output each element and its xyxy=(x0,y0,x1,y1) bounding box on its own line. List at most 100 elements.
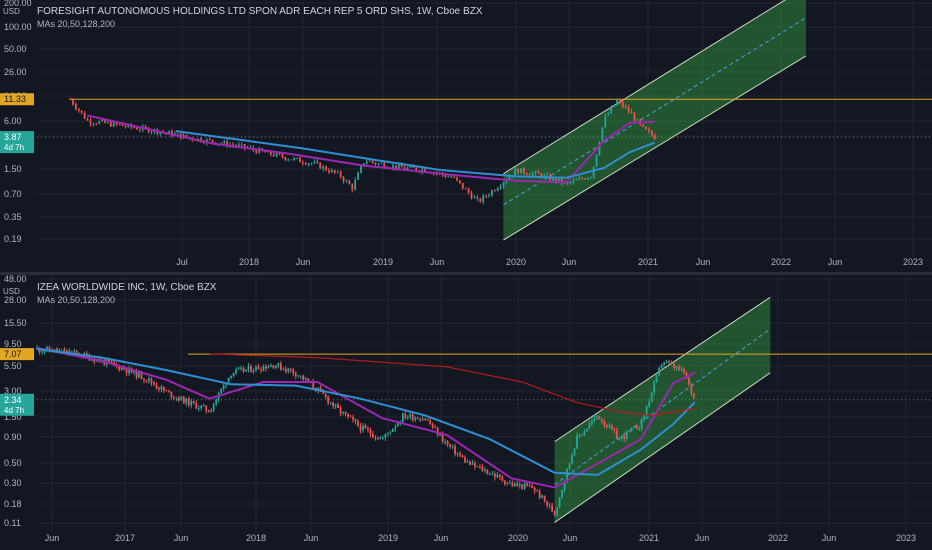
x-tick-label: 2021 xyxy=(639,533,659,543)
candle-body xyxy=(461,455,464,458)
candle-body xyxy=(517,168,519,174)
pane-divider[interactable] xyxy=(0,272,932,275)
candle-body xyxy=(316,161,319,163)
candle-body xyxy=(145,380,148,382)
candle-body xyxy=(357,421,359,426)
candle-body xyxy=(453,177,455,179)
candle-body xyxy=(693,393,695,398)
candle-body xyxy=(538,490,541,498)
x-tick-label: Jun xyxy=(430,257,445,267)
x-tick-label: Jun xyxy=(304,533,319,543)
candle-body xyxy=(298,157,301,163)
candle-body xyxy=(339,407,342,414)
candle-body xyxy=(546,501,549,506)
candle-body xyxy=(240,367,242,369)
y-tick-label: 0.70 xyxy=(4,189,22,199)
candle-body xyxy=(496,474,499,478)
candle-body xyxy=(177,397,180,401)
candle-body xyxy=(325,166,327,171)
candle-body xyxy=(499,186,502,189)
candle-body xyxy=(516,483,519,486)
ma-blue-line xyxy=(175,130,656,179)
candle-body xyxy=(367,428,369,430)
price-badge-value: 3.87 xyxy=(4,132,22,142)
candle-body xyxy=(85,353,88,356)
candle-body xyxy=(572,180,575,183)
candle-body xyxy=(598,142,601,155)
candle-body xyxy=(265,366,267,369)
candle-body xyxy=(476,466,479,468)
x-tick-label: 2022 xyxy=(768,533,788,543)
candle-body xyxy=(444,174,447,177)
x-tick-label: Jun xyxy=(563,533,578,543)
candle-body xyxy=(426,419,429,421)
candle-body xyxy=(414,417,417,420)
candle-body xyxy=(368,160,371,162)
candle-body xyxy=(282,368,285,370)
candle-body xyxy=(182,396,185,404)
y-tick-label: 26.00 xyxy=(4,67,27,77)
candle-body xyxy=(175,397,178,399)
candle-body xyxy=(121,124,124,127)
candle-body xyxy=(287,159,290,161)
candle-body xyxy=(140,372,143,379)
candle-body xyxy=(359,425,362,431)
candle-body xyxy=(552,177,554,181)
candle-body xyxy=(92,123,95,125)
candle-body xyxy=(551,505,554,512)
candle-body xyxy=(486,469,489,475)
candle-body xyxy=(269,150,272,155)
candle-body xyxy=(163,386,165,391)
candle-body xyxy=(493,473,496,478)
candle-body xyxy=(197,408,200,409)
candle-body xyxy=(610,425,613,430)
candle-body xyxy=(488,473,491,475)
ma-purple-line xyxy=(36,347,696,489)
candle-body xyxy=(293,158,295,160)
candle-body xyxy=(501,476,504,481)
candle-body xyxy=(58,350,61,352)
chart-title-2: IZEA WORLDWIDE INC, 1W, Cboe BZX xyxy=(37,282,217,293)
candle-body xyxy=(334,404,337,407)
candle-body xyxy=(237,368,240,370)
candle-body xyxy=(227,377,230,385)
candle-body xyxy=(202,405,205,407)
candle-body xyxy=(135,369,138,378)
candle-body xyxy=(581,177,583,179)
channel-upper-line xyxy=(554,296,771,443)
candle-body xyxy=(456,177,458,181)
candle-body xyxy=(364,425,367,429)
chart-title-1: FORESIGHT AUTONOMOUS HOLDINGS LTD SPON A… xyxy=(37,6,483,17)
candle-body xyxy=(192,401,195,403)
candle-body xyxy=(48,347,51,351)
candle-body xyxy=(409,166,412,168)
candle-body xyxy=(83,112,86,119)
candle-body xyxy=(139,129,141,131)
y-tick-label: 0.11 xyxy=(4,518,21,528)
candle-body xyxy=(267,366,270,369)
candle-body xyxy=(243,144,246,148)
candle-body xyxy=(595,154,598,167)
y-axis-area xyxy=(0,0,35,261)
candle-body xyxy=(484,469,486,471)
candle-body xyxy=(653,382,656,393)
candle-body xyxy=(521,484,524,489)
candle-body xyxy=(479,466,481,468)
candle-body xyxy=(332,402,335,407)
candle-body xyxy=(633,425,636,428)
candle-body xyxy=(360,166,362,173)
candle-body xyxy=(400,164,403,168)
candle-body xyxy=(98,121,101,124)
candle-body xyxy=(95,123,98,125)
candle-body xyxy=(159,131,162,134)
candle-body xyxy=(272,365,275,368)
regression-channel xyxy=(554,297,771,523)
candle-body xyxy=(75,104,77,109)
candle-body xyxy=(396,422,399,427)
candle-body xyxy=(257,366,260,370)
x-tick-label: Jun xyxy=(696,257,711,267)
candle-body xyxy=(554,177,557,182)
candle-body xyxy=(412,166,415,168)
candle-body xyxy=(464,457,466,463)
candle-body xyxy=(685,372,688,379)
